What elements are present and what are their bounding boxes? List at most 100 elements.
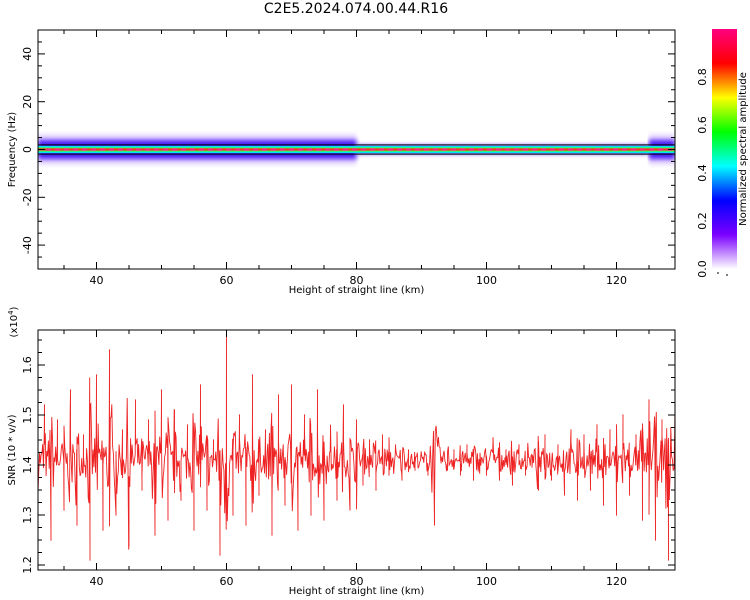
spectrum-peak — [433, 148, 438, 151]
colorbar-tick-label: 0.6 — [696, 116, 709, 134]
snr-point — [596, 424, 598, 426]
snr-point — [355, 419, 358, 421]
snr-point — [622, 414, 624, 416]
spectrum-peak — [550, 148, 555, 151]
spectrum-peak — [199, 148, 204, 151]
snr-point — [401, 479, 403, 481]
snr-point — [264, 429, 267, 431]
spectrum-peak — [352, 148, 357, 151]
snr-point — [63, 509, 65, 511]
snr-point — [524, 474, 527, 476]
spectrum-peak — [424, 148, 429, 151]
snr-point — [459, 474, 462, 476]
snr-point — [128, 544, 130, 546]
spectrum-peak — [73, 148, 78, 151]
spectrum-peak — [595, 148, 600, 151]
snr-point — [440, 459, 442, 461]
spectrum-peak — [307, 148, 312, 151]
snr-point — [492, 439, 494, 441]
spectrum-peak — [334, 148, 339, 151]
spectrum-peak — [271, 148, 276, 151]
snr-point — [50, 539, 52, 541]
spectrum-peak — [586, 148, 591, 151]
spectrum-peak — [559, 148, 564, 151]
snr-point — [407, 449, 410, 451]
top-x-tick-label: 100 — [476, 274, 497, 287]
top-y-tick-label: -20 — [21, 188, 34, 206]
snr-point — [193, 529, 195, 531]
spectrum-peak — [289, 148, 294, 151]
spectrum-peak — [568, 148, 573, 151]
spectrum-peak — [451, 148, 456, 151]
snr-point — [576, 499, 579, 501]
colorbar-tick-label: 0.2 — [696, 212, 709, 230]
spectrum-peak — [532, 148, 537, 151]
spectrum-peak — [343, 148, 348, 151]
snr-point — [115, 514, 117, 516]
spectrum-peak — [100, 148, 105, 151]
spectrum-peak — [46, 148, 51, 151]
snr-point — [108, 349, 111, 351]
colorbar-tick-label: 0.0 — [696, 260, 709, 278]
bottom-y-axis-label: SNR (10 * v/v) — [7, 414, 18, 485]
spectrogram-panel: 40 60 80 100 120 Height of straight line (km)… — [7, 29, 676, 296]
spectrum-peak — [478, 148, 483, 151]
snr-point — [303, 414, 306, 416]
snr-point — [232, 514, 234, 516]
snr-point — [446, 469, 449, 471]
spectrum-peak — [487, 148, 492, 151]
snr-point — [271, 534, 273, 536]
spectrum-peak — [190, 148, 195, 151]
snr-point — [173, 409, 176, 411]
snr-point — [472, 479, 475, 481]
snr-point — [635, 434, 637, 436]
snr-point — [427, 474, 429, 476]
spectrum-peak — [325, 148, 330, 151]
spectrum-peak — [415, 148, 420, 151]
page-title: C2E5.2024.074.00.44.R16 — [263, 1, 449, 17]
snr-point — [628, 494, 631, 496]
snr-point — [479, 454, 481, 456]
bottom-x-axis-label: Height of straight line (km) — [289, 586, 425, 597]
colorbar-tick-label: 0.4 — [696, 164, 709, 182]
spectrum-peak — [181, 148, 186, 151]
spectrum-peak — [217, 148, 222, 151]
snr-point — [277, 394, 280, 396]
snr-point — [511, 484, 514, 486]
spectrum-peak — [388, 148, 393, 151]
snr-point — [212, 439, 215, 441]
snr-point — [43, 404, 46, 406]
snr-point — [95, 374, 98, 376]
snr-point — [537, 489, 540, 491]
snr-point — [147, 419, 150, 421]
snr-point — [550, 479, 553, 481]
spectrum-peak — [496, 148, 501, 151]
spectrum-peak — [541, 148, 546, 151]
snr-point — [316, 389, 319, 391]
colorbar-tick-label: 0.8 — [696, 68, 709, 86]
spectrum-peak — [316, 148, 321, 151]
snr-point — [654, 539, 657, 541]
top-x-tick-label: 40 — [90, 274, 104, 287]
snr-point — [375, 489, 377, 491]
snr-point — [245, 524, 247, 526]
spectrum-peak — [235, 148, 240, 151]
snr-point — [82, 434, 85, 436]
snr-point — [284, 504, 286, 506]
spectrum-peak — [118, 148, 123, 151]
spectrum-peak — [145, 148, 150, 151]
snr-point — [134, 399, 137, 401]
spectrum-peak — [622, 148, 627, 151]
spectrum-peak — [163, 148, 168, 151]
colorbar-label: Normalized spectral amplitude — [738, 72, 749, 226]
snr-point — [505, 449, 507, 451]
bottom-y-tick-label: 1.3 — [21, 506, 34, 524]
snr-point — [76, 524, 78, 526]
snr-point — [310, 514, 312, 516]
top-x-tick-label: 60 — [220, 274, 234, 287]
bottom-y-tick-label: 1.6 — [21, 356, 34, 374]
bottom-y-tick-label: 1.2 — [21, 556, 34, 574]
snr-point — [238, 414, 241, 416]
top-y-tick-label: 0 — [21, 146, 34, 153]
snr-point — [602, 504, 605, 506]
